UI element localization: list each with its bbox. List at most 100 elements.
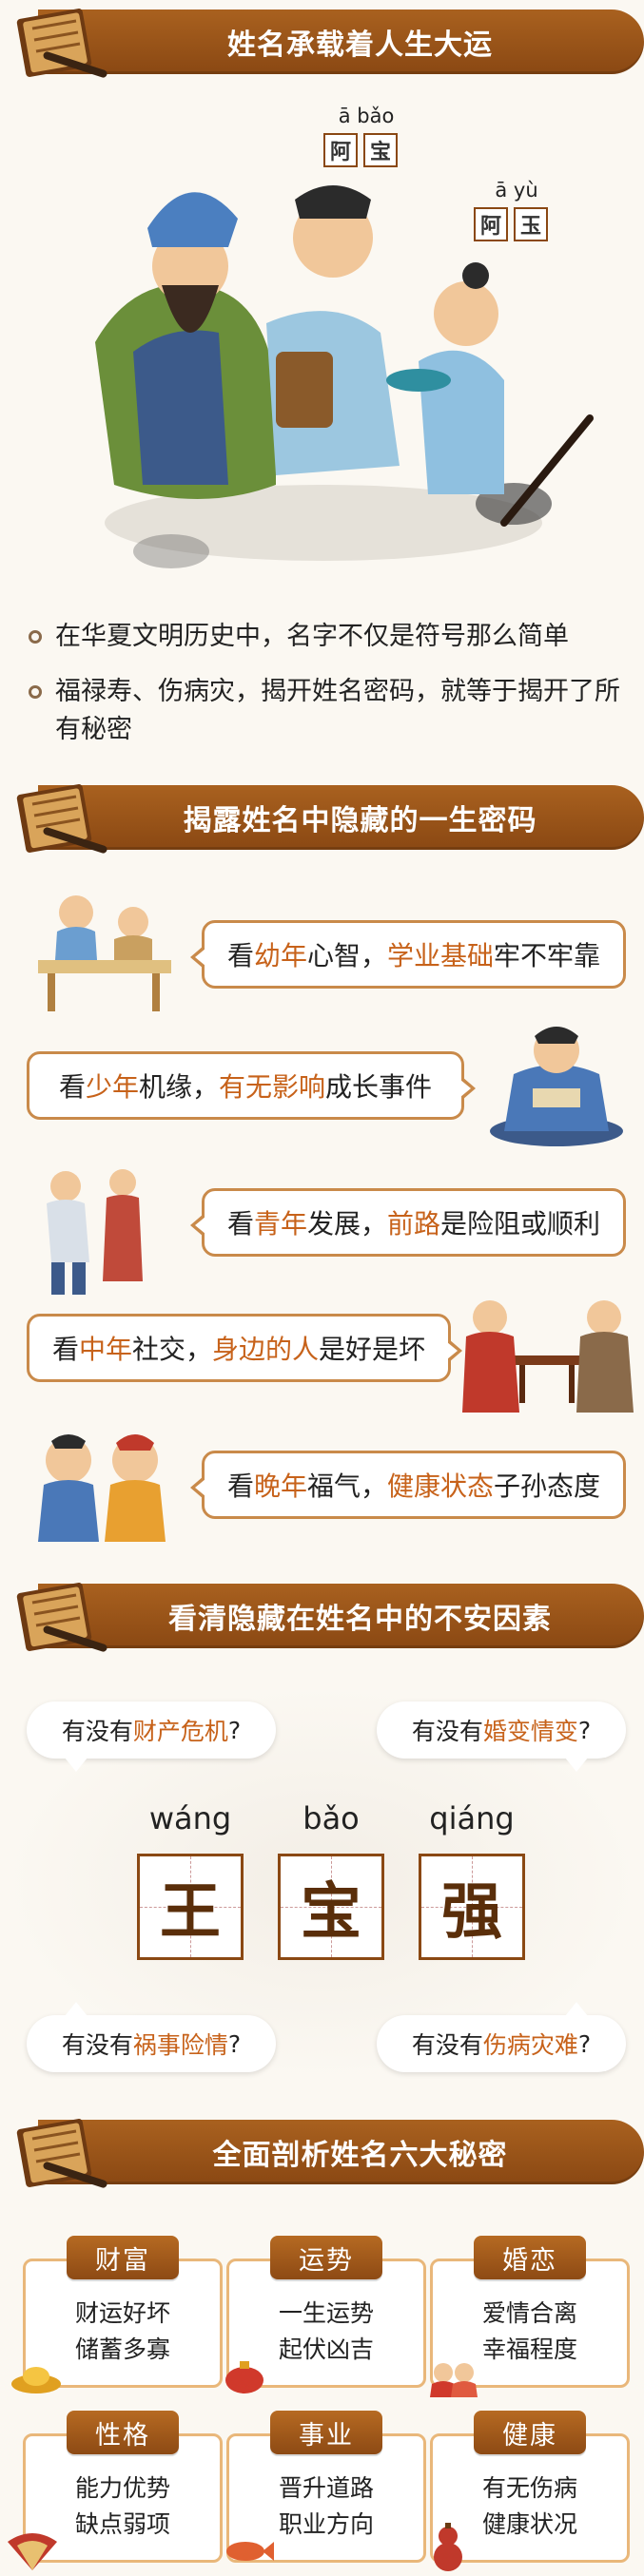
bullet-circle-icon	[29, 673, 55, 711]
card-tag-career: 事业	[270, 2411, 382, 2454]
bubble-highlight: 健康状态	[387, 1471, 495, 1502]
card-line: 财运好坏	[74, 2299, 170, 2327]
card-line: 健康状况	[481, 2510, 577, 2538]
bubble-text: 机缘，	[138, 1071, 219, 1103]
question-text: ?	[577, 2029, 592, 2058]
life-stage-bubble-1: 看幼年 心智， 学业基础 牢不牢靠	[190, 920, 626, 989]
elders-illustration	[23, 1422, 185, 1546]
section-title: 全面剖析姓名六大秘密	[212, 2139, 508, 2172]
card-tag-wealth: 财富	[67, 2236, 179, 2279]
sages-illustration	[57, 105, 599, 599]
question-bubble-2: 有没有 婚变情变?	[377, 1701, 626, 1772]
card-line: 缺点弱项	[74, 2510, 170, 2538]
koi-fish-icon	[219, 2530, 276, 2568]
bubble-highlight: 青年	[253, 1208, 307, 1240]
card-line: 有无伤病	[481, 2474, 577, 2502]
card-line: 起伏凶吉	[278, 2336, 374, 2363]
card-tag-health: 健康	[474, 2411, 586, 2454]
section-banner-3: 看清隐藏在姓名中的不安因素	[0, 1574, 644, 1658]
bubble-text: 心智，	[306, 940, 387, 971]
book-scroll-icon	[13, 776, 112, 859]
bubble-highlight: 身边的人	[212, 1334, 320, 1365]
card-line: 能力优势	[74, 2474, 170, 2502]
life-stage-bubble-2: 看少年 机缘， 有无影响 成长事件	[27, 1051, 476, 1120]
bullet-text: 福禄寿、伤病灾，揭开姓名密码，就等于揭开了所有秘密	[55, 677, 620, 744]
bubble-highlight: 学业基础	[387, 940, 495, 971]
question-text: 有没有	[411, 2031, 483, 2059]
life-stage-bubble-5: 看晚年 福气， 健康状态 子孙态度	[190, 1451, 626, 1519]
question-bubble-3: 有没有 祸事险情?	[27, 2002, 276, 2072]
question-highlight: 婚变情变	[482, 1718, 578, 1745]
scholars-illustration	[19, 884, 190, 1017]
book-scroll-icon	[13, 2110, 112, 2194]
bullet-circle-icon	[29, 618, 55, 656]
section-title: 揭露姓名中隐藏的一生密码	[183, 804, 537, 837]
bubble-text: 看	[226, 1208, 254, 1240]
bubble-highlight: 前路	[387, 1208, 441, 1240]
banner-bar	[38, 785, 644, 850]
question-highlight: 祸事险情	[132, 2031, 228, 2059]
card-line: 职业方向	[278, 2510, 374, 2538]
bubble-text: 成长事件	[325, 1071, 433, 1103]
question-text: 有没有	[61, 2031, 133, 2059]
card-line: 储蓄多寡	[74, 2336, 170, 2363]
name-char: 宝	[301, 1876, 361, 1948]
life-stage-bubble-3: 看青年 发展， 前路 是险阻或顺利	[190, 1188, 626, 1257]
pinyin-label-ayu: ā yù	[495, 179, 538, 202]
card-tag-love: 婚恋	[474, 2236, 586, 2279]
card-line: 晋升道路	[278, 2474, 374, 2502]
section-title: 姓名承载着人生大运	[227, 29, 493, 62]
question-highlight: 财产危机	[132, 1718, 228, 1745]
name-char-box-qiang: 强	[419, 1854, 525, 1960]
bubble-highlight: 少年	[85, 1071, 139, 1103]
name-char-box-bao: 宝	[278, 1854, 384, 1960]
pinyin-qiang: qiáng	[429, 1800, 515, 1836]
chess-players-illustration	[457, 1279, 637, 1422]
question-text: ?	[227, 2029, 242, 2058]
question-bubble-4: 有没有 伤病灾难?	[377, 2002, 626, 2072]
card-tag-fortune: 运势	[270, 2236, 382, 2279]
card-line: 爱情合离	[481, 2299, 577, 2327]
char-tag: 阿	[323, 133, 358, 167]
secret-card-wealth: 财运好坏 储蓄多寡	[23, 2259, 223, 2388]
bullet-text: 在华夏文明历史中，名字不仅是符号那么简单	[55, 622, 569, 651]
book-scroll-icon	[13, 0, 112, 84]
bubble-text: 福气，	[306, 1471, 387, 1502]
question-highlight: 伤病灾难	[482, 2031, 578, 2059]
section-banner-2: 揭露姓名中隐藏的一生密码	[0, 776, 644, 859]
question-bubble-1: 有没有 财产危机?	[27, 1701, 276, 1772]
card-line: 一生运势	[278, 2299, 374, 2327]
bubble-highlight: 中年	[78, 1334, 132, 1365]
bubble-text: 发展，	[306, 1208, 387, 1240]
gold-ingot-icon	[8, 2357, 65, 2395]
red-lantern-icon	[221, 2357, 268, 2395]
banner-bar	[38, 10, 644, 74]
section-banner-4: 全面剖析姓名六大秘密	[0, 2110, 644, 2194]
bubble-text: 看	[51, 1334, 79, 1365]
name-char: 强	[441, 1876, 502, 1948]
name-char: 王	[160, 1876, 221, 1948]
life-stage-bubble-4: 看中年 社交， 身边的人 是好是坏	[27, 1314, 462, 1382]
name-char-box-wang: 王	[137, 1854, 244, 1960]
section-title: 看清隐藏在姓名中的不安因素	[168, 1603, 552, 1636]
bubble-highlight: 晚年	[253, 1471, 307, 1502]
char-tag: 阿	[474, 207, 508, 241]
list-item: 在华夏文明历史中，名字不仅是符号那么简单	[29, 618, 625, 656]
fan-icon	[4, 2528, 61, 2572]
bubble-highlight: 有无影响	[219, 1071, 326, 1103]
char-tag: 玉	[514, 207, 548, 241]
craftsman-illustration	[23, 1158, 166, 1300]
bubble-text: 看	[226, 1471, 254, 1502]
bubble-text: 牢不牢靠	[494, 940, 601, 971]
char-tag: 宝	[363, 133, 398, 167]
banner-bar	[38, 1584, 644, 1648]
wedding-icon	[424, 2355, 481, 2397]
section-banner-1: 姓名承载着人生大运	[0, 0, 644, 84]
book-scroll-icon	[13, 1574, 112, 1658]
bubble-text: 看	[226, 940, 254, 971]
question-text: ?	[577, 1716, 592, 1744]
question-text: ?	[227, 1716, 242, 1744]
bubble-highlight: 幼年	[253, 940, 307, 971]
gourd-icon	[424, 2523, 472, 2572]
bubble-text: 是好是坏	[319, 1334, 426, 1365]
